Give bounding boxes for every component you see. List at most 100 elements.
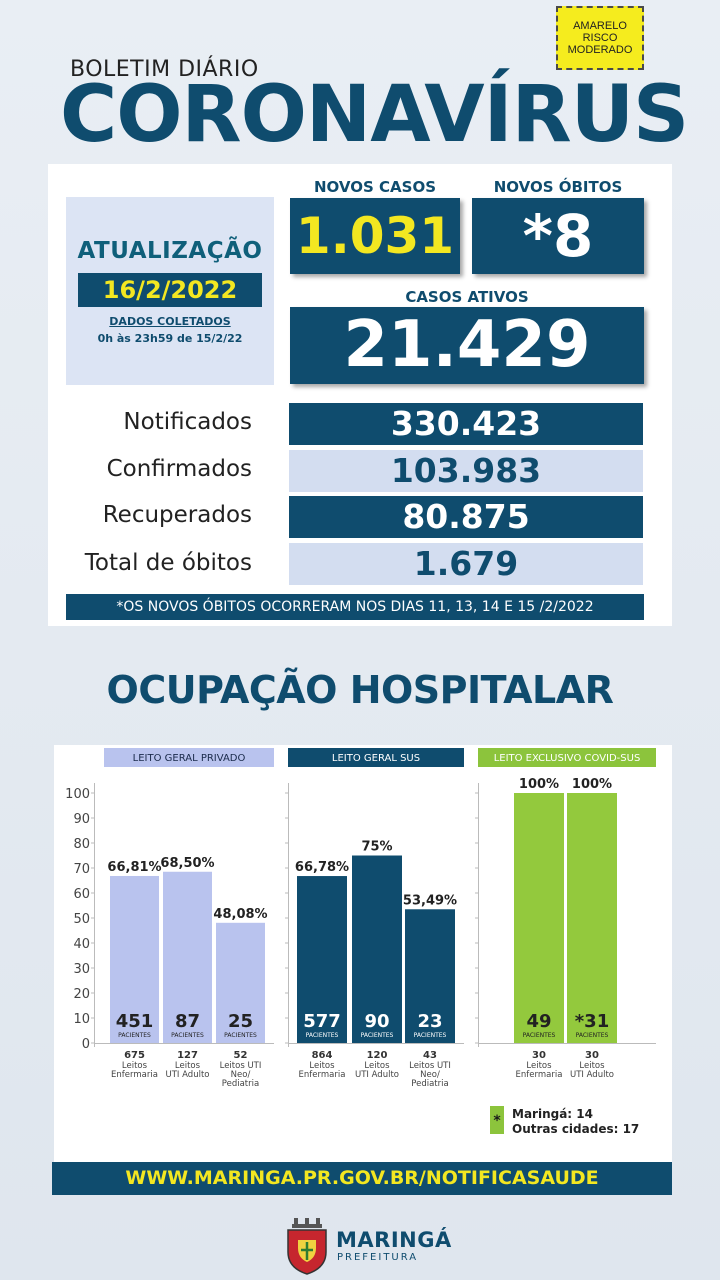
collected-label: DADOS COLETADOS	[109, 315, 231, 328]
chart-bar	[297, 876, 347, 1043]
bar-bed-type: Pediatria	[222, 1079, 259, 1089]
bar-bed-type: Enfermaria	[299, 1070, 346, 1080]
bar-percent-label: 48,08%	[213, 907, 267, 922]
bar-beds-count: 30	[585, 1050, 599, 1061]
bar-percent-label: 66,78%	[295, 860, 349, 875]
bar-beds-count: 52	[234, 1050, 248, 1061]
bar-patients-label: PACIENTES	[361, 1032, 394, 1039]
hospital-chart-panel: 100 90 80 70 60 50 40 30 20 10 0 LEITO GERAL PRIVAD…	[54, 745, 672, 1165]
risk-level-text: AMARELO RISCO MODERADO	[567, 20, 633, 56]
chart-bar	[110, 875, 159, 1043]
new-cases-box: 1.031	[290, 198, 460, 274]
chart-group-header	[478, 748, 656, 767]
active-cases-box: 21.429	[290, 307, 644, 384]
chart-group-title: LEITO GERAL PRIVADO	[133, 753, 246, 764]
bar-patients-count: *31	[575, 1011, 609, 1032]
bar-patients-count: 577	[303, 1011, 341, 1032]
y-tick-label: 60	[73, 887, 90, 902]
stat-value-obitos: 1.679	[289, 543, 643, 585]
active-cases-label: CASOS ATIVOS	[405, 288, 529, 306]
new-cases-label: NOVOS CASOS	[314, 178, 436, 196]
bar-bed-type: Leitos UTI	[409, 1061, 451, 1071]
bar-patients-label: PACIENTES	[306, 1032, 339, 1039]
bar-bed-type: Leitos	[309, 1061, 335, 1071]
chart-bar	[216, 922, 265, 1043]
bar-percent-label: 100%	[519, 777, 559, 792]
legend-marker-symbol: *	[493, 1113, 501, 1129]
bar-bed-type: Enfermaria	[111, 1070, 158, 1080]
y-tick-label: 80	[73, 837, 90, 852]
bar-percent-label: 100%	[572, 777, 612, 792]
city-crest-icon	[284, 1218, 330, 1280]
chart-bar	[352, 855, 402, 1043]
chart-bar	[405, 909, 455, 1043]
new-deaths-box: *8	[472, 198, 644, 274]
bar-bed-type: UTI Adulto	[166, 1070, 210, 1080]
chart-bar	[514, 793, 564, 1043]
bar-percent-label: 68,50%	[160, 856, 214, 871]
notification-url-link[interactable]: WWW.MARINGA.PR.GOV.BR/NOTIFICASAUDE	[52, 1162, 672, 1195]
deaths-footnote: *OS NOVOS ÓBITOS OCORRERAM NOS DIAS 11, …	[66, 594, 644, 620]
stat-label-notificados: Notificados	[123, 409, 252, 435]
bar-patients-label: PACIENTES	[523, 1032, 556, 1039]
chart-group-title: LEITO EXCLUSIVO COVID-SUS	[494, 753, 641, 764]
bar-beds-count: 30	[532, 1050, 546, 1061]
bar-bed-type: Enfermaria	[516, 1070, 563, 1080]
bar-bed-type: Neo/	[231, 1070, 251, 1080]
active-cases-value: 21.429	[343, 308, 591, 382]
y-tick-label: 40	[73, 937, 90, 952]
stat-value-notificados: 330.423	[289, 403, 643, 445]
page-title: CORONAVÍRUS	[60, 70, 689, 160]
risk-level-badge: AMARELO RISCO MODERADO	[556, 6, 644, 70]
new-deaths-label: NOVOS ÓBITOS	[493, 178, 623, 196]
city-name: MARINGÁ	[336, 1228, 452, 1252]
bar-bed-type: Leitos	[122, 1061, 148, 1071]
chart-group-header	[104, 748, 274, 767]
new-cases-value: 1.031	[295, 207, 455, 265]
city-hall-label: PREFEITURA	[337, 1252, 419, 1263]
bar-patients-count: 49	[526, 1011, 551, 1032]
bar-bed-type: UTI Adulto	[355, 1070, 399, 1080]
bar-bed-type: Leitos	[364, 1061, 390, 1071]
bar-patients-label: PACIENTES	[118, 1032, 151, 1039]
bar-bed-type: Leitos	[579, 1061, 605, 1071]
bar-beds-count: 43	[423, 1050, 437, 1061]
bar-patients-label: PACIENTES	[224, 1032, 257, 1039]
stat-label-confirmados: Confirmados	[106, 456, 252, 482]
bar-percent-label: 75%	[361, 840, 392, 855]
bar-patients-count: 23	[417, 1011, 442, 1032]
update-date: 16/2/2022	[78, 273, 262, 307]
bar-bed-type: Neo/	[420, 1070, 440, 1080]
hospital-section-title: OCUPAÇÃO HOSPITALAR	[106, 668, 614, 712]
bar-patients-label: PACIENTES	[414, 1032, 447, 1039]
bar-patients-label: PACIENTES	[576, 1032, 609, 1039]
collected-range: 0h às 23h59 de 15/2/22	[97, 332, 243, 345]
y-tick-label: 50	[73, 912, 90, 927]
y-tick-label: 90	[73, 812, 90, 827]
chart-bar	[163, 871, 212, 1043]
bar-bed-type: UTI Adulto	[570, 1070, 614, 1080]
y-tick-label: 100	[65, 787, 90, 802]
stat-value-recuperados: 80.875	[289, 496, 643, 538]
stat-label-obitos: Total de óbitos	[84, 550, 252, 576]
y-tick-label: 30	[73, 962, 90, 977]
update-title: ATUALIZAÇÃO	[77, 238, 263, 264]
bar-percent-label: 66,81%	[107, 860, 161, 875]
bar-beds-count: 120	[367, 1050, 388, 1061]
legend-line-1: Maringá: 14	[512, 1107, 593, 1121]
legend-marker	[490, 1106, 504, 1134]
bar-patients-count: 87	[175, 1011, 200, 1032]
y-tick-label: 0	[82, 1037, 90, 1052]
y-tick-label: 20	[73, 987, 90, 1002]
bar-bed-type: Pediatria	[411, 1079, 448, 1089]
bar-beds-count: 127	[177, 1050, 198, 1061]
bar-patients-count: 451	[116, 1011, 154, 1032]
new-deaths-value: *8	[522, 202, 594, 270]
bar-bed-type: Leitos	[526, 1061, 552, 1071]
chart-group-header	[288, 748, 464, 767]
bar-patients-count: 25	[228, 1011, 253, 1032]
bar-bed-type: Leitos UTI	[220, 1061, 262, 1071]
bar-percent-label: 53,49%	[403, 893, 457, 908]
bulletin-subtitle: BOLETIM DIÁRIO	[70, 57, 259, 82]
